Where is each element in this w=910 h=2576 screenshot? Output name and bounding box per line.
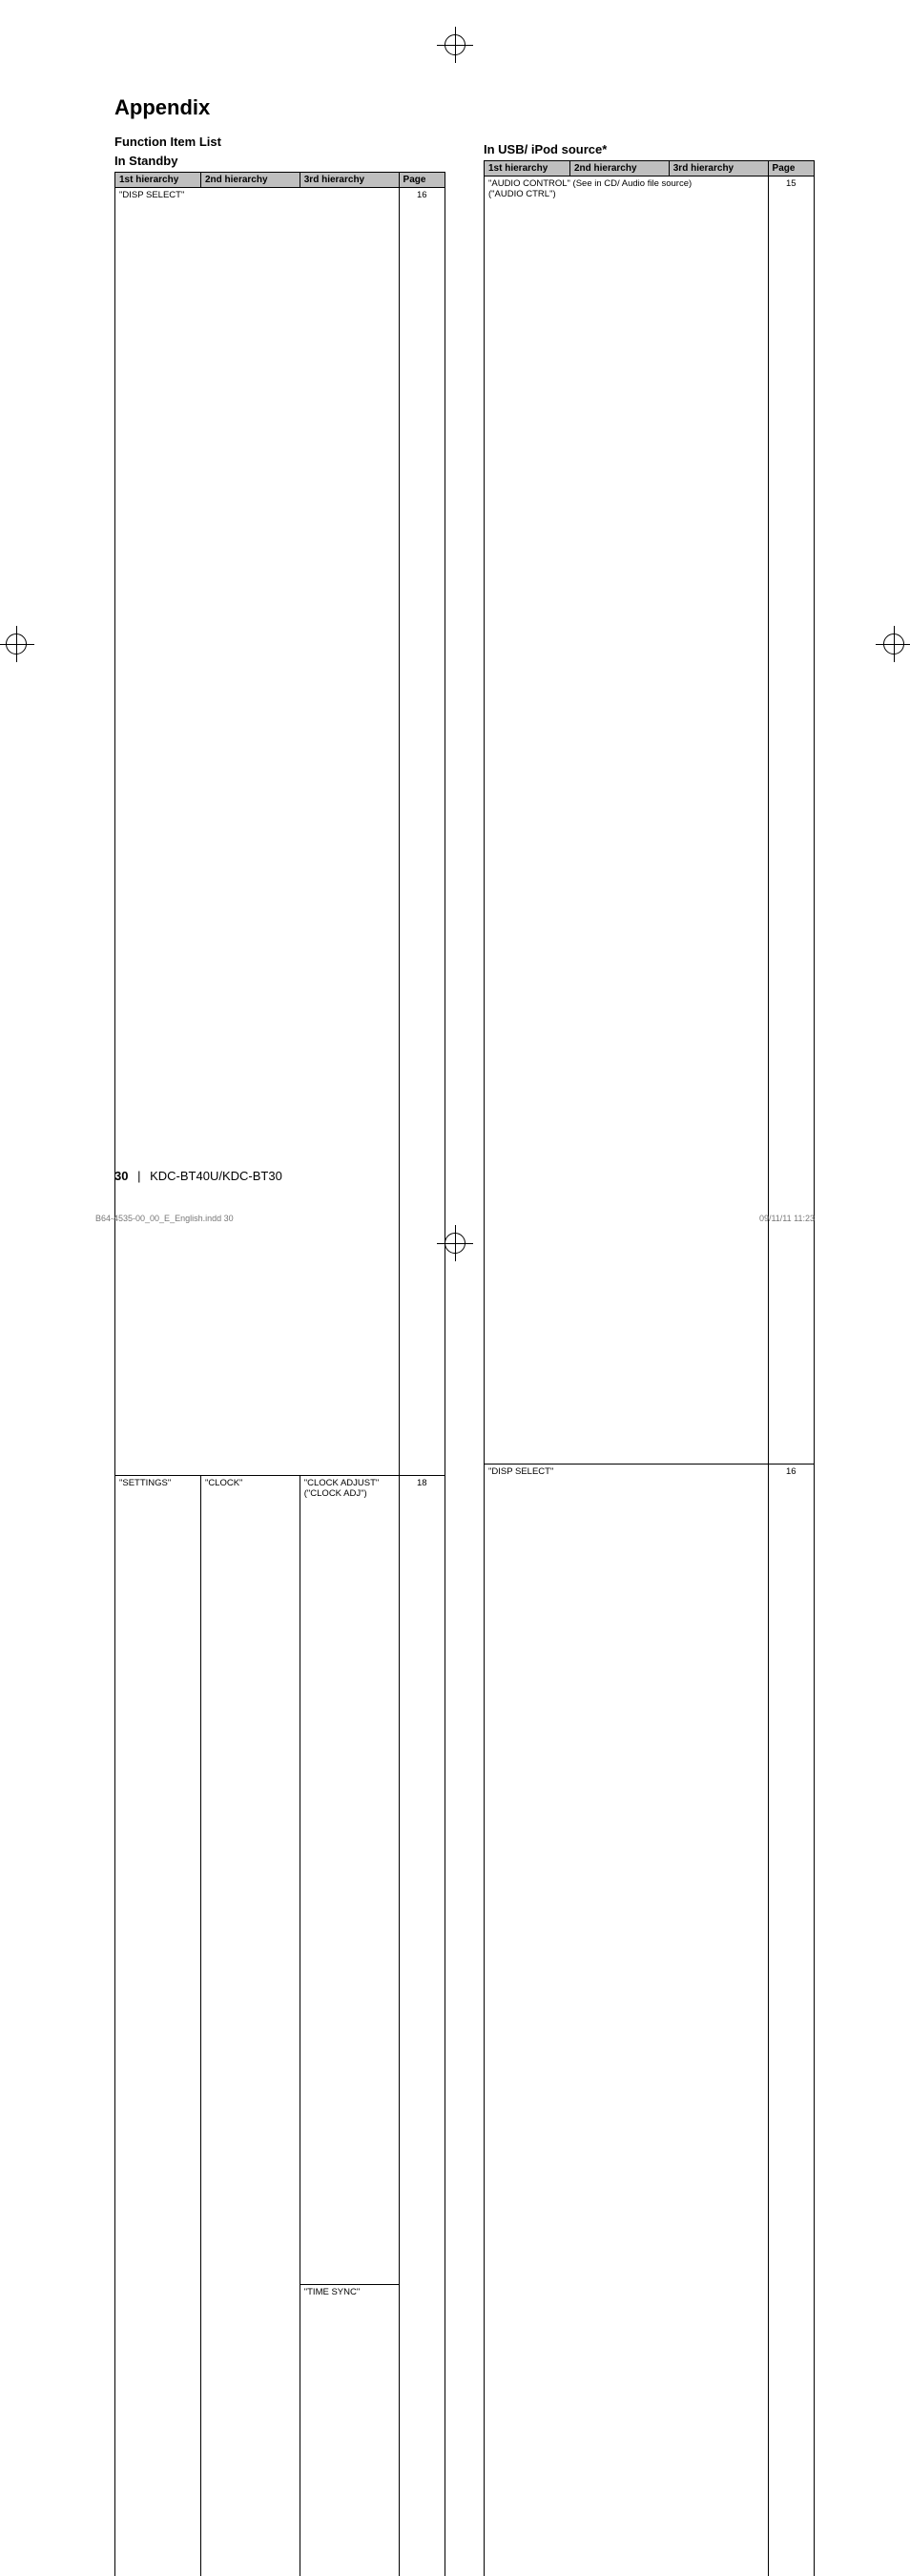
table-row: "DISP SELECT"16 [485,1465,815,2576]
table-row: "SETTINGS""CLOCK""CLOCK ADJUST" ("CLOCK … [115,1476,445,2285]
cell: "DISP SELECT" [485,1465,769,2576]
table-header-row: 1st hierarchy 2nd hierarchy 3rd hierarch… [485,161,815,177]
standby-table: 1st hierarchy 2nd hierarchy 3rd hierarch… [114,172,445,2576]
cell: 15 [768,177,814,1465]
th: 1st hierarchy [485,161,570,177]
th: 2nd hierarchy [569,161,669,177]
page-number: 30 [114,1169,128,1183]
cell: 16 [768,1465,814,2576]
footer-models: KDC-BT40U/KDC-BT30 [150,1169,282,1183]
th: 2nd hierarchy [200,173,300,188]
cell: "DISP SELECT" [115,188,400,1476]
page-title: Appendix [114,95,445,120]
function-item-list-head: Function Item List [114,134,445,151]
table-header-row: 1st hierarchy 2nd hierarchy 3rd hierarch… [115,173,445,188]
footer: 30 | KDC-BT40U/KDC-BT30 [114,1169,282,1183]
th: Page [399,173,445,188]
cell: "CLOCK" [200,1476,300,2576]
usb-table: 1st hierarchy 2nd hierarchy 3rd hierarch… [484,160,815,2576]
footer-file: B64-4535-00_00_E_English.indd 30 [95,1214,234,1223]
cell: "SETTINGS" [115,1476,201,2576]
cell: 16 [399,188,445,1476]
table-row: "DISP SELECT"16 [115,188,445,1476]
table-row: "AUDIO CONTROL" (See in CD/ Audio file s… [485,177,815,1465]
footer-sep: | [137,1169,140,1183]
th: Page [768,161,814,177]
cell: "CLOCK ADJUST" ("CLOCK ADJ") [300,1476,399,2285]
standby-head: In Standby [114,153,445,170]
usb-head: In USB/ iPod source* [484,141,815,158]
th: 3rd hierarchy [669,161,768,177]
cell: 18 [399,1476,445,2576]
th: 3rd hierarchy [300,173,399,188]
cell: "TIME SYNC" [300,2285,399,2576]
footer-date: 09/11/11 11:23 [759,1214,815,1223]
th: 1st hierarchy [115,173,201,188]
cell: "AUDIO CONTROL" (See in CD/ Audio file s… [485,177,769,1465]
print-footline: B64-4535-00_00_E_English.indd 30 09/11/1… [95,1214,815,1223]
